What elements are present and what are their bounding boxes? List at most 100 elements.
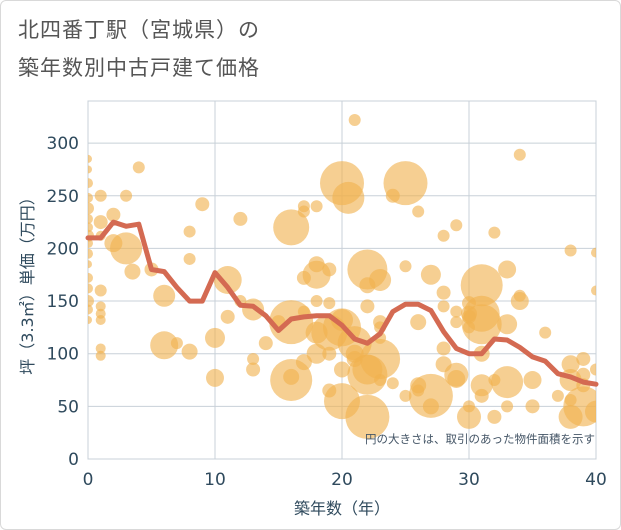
bubble: [585, 400, 596, 423]
bubble: [88, 238, 93, 249]
bubble: [95, 301, 106, 312]
chart-title-line1: 北四番丁駅（宮城県）の: [18, 18, 260, 42]
bubble: [258, 336, 273, 351]
bubble: [183, 225, 196, 238]
bubble: [399, 389, 412, 402]
bubble: [410, 314, 427, 331]
bubble: [563, 386, 596, 427]
bubble: [561, 355, 580, 374]
bubble: [206, 368, 224, 387]
bubble: [360, 299, 375, 314]
bubble: [310, 200, 323, 213]
bubble: [491, 366, 524, 399]
bubble: [88, 248, 93, 259]
bubble: [450, 316, 463, 329]
bubble: [488, 226, 501, 239]
bubble: [124, 263, 141, 280]
bubble: [322, 346, 337, 361]
x-tick-label: 20: [331, 470, 353, 490]
bubble: [422, 398, 439, 415]
bubble: [195, 197, 210, 212]
bubble: [461, 304, 502, 345]
bubble: [88, 260, 92, 269]
bubble: [106, 207, 121, 222]
bubble: [591, 247, 596, 258]
bubble: [539, 326, 552, 339]
x-tick-label: 0: [83, 470, 94, 490]
bubble: [420, 264, 441, 285]
bubble: [332, 181, 365, 214]
bubble: [501, 400, 514, 413]
bubble: [360, 338, 401, 379]
y-axis-label: 坪（3.3㎡）単価（万円）: [18, 189, 37, 374]
bubble: [576, 351, 591, 366]
bubble: [383, 161, 428, 206]
bubble: [88, 192, 93, 203]
x-tick-label: 40: [585, 470, 607, 490]
x-axis-label: 築年数（年）: [294, 499, 390, 518]
bubble: [88, 165, 92, 174]
bubble: [447, 369, 466, 388]
bubble: [183, 252, 196, 265]
bubble: [498, 260, 517, 279]
axes: 0 10 20 30 40 0 50 100 150 200 250 300: [47, 134, 607, 490]
bubble: [283, 368, 300, 385]
bubble: [525, 399, 540, 414]
bubble: [95, 343, 106, 354]
series-line: [85, 219, 599, 387]
average-line: [85, 219, 599, 387]
y-tick-label: 50: [57, 397, 79, 417]
bubble: [88, 202, 94, 215]
bubble: [170, 337, 183, 350]
bubble: [220, 309, 235, 324]
bubble: [399, 260, 412, 273]
bubble: [497, 314, 518, 335]
bubble: [386, 377, 399, 390]
bubble: [273, 209, 310, 246]
bubble: [181, 343, 198, 360]
bubble: [323, 297, 336, 310]
bubble: [436, 341, 451, 356]
bubble: [474, 388, 489, 403]
bubble: [487, 409, 502, 424]
bubble: [450, 305, 463, 318]
bubble: [95, 315, 106, 326]
bubble: [297, 205, 310, 218]
bubble: [348, 113, 361, 126]
bubble: [523, 371, 542, 390]
y-tick-label: 0: [68, 450, 79, 470]
bubble: [120, 189, 133, 202]
bubble: [374, 374, 387, 387]
bubble: [88, 295, 94, 308]
bubble: [132, 161, 145, 174]
bubble: [412, 205, 425, 218]
bubble: [457, 404, 481, 429]
bubble: [88, 283, 93, 294]
bubble: [94, 189, 107, 202]
bubble: [88, 272, 93, 283]
bubble: [510, 292, 529, 311]
bubble: [590, 363, 596, 376]
bubble: [591, 285, 596, 296]
bubble: [88, 154, 92, 163]
bubble: [408, 373, 453, 418]
y-tick-label: 150: [47, 292, 79, 312]
bubble: [345, 394, 390, 439]
bubble: [88, 316, 92, 325]
y-tick-label: 300: [47, 134, 79, 154]
bubble: [437, 300, 450, 313]
bubble: [334, 361, 350, 378]
bubble: [369, 269, 392, 291]
x-tick-label: 10: [204, 470, 226, 490]
annotation: 円の大きさは、取引のあった物件面積を示す: [365, 432, 595, 446]
bubbles: [88, 113, 596, 439]
bubble: [95, 350, 106, 361]
bubble: [513, 148, 526, 161]
bubble: [110, 232, 143, 265]
bubble: [88, 178, 93, 189]
bubble: [247, 352, 260, 365]
x-tick-label: 30: [458, 470, 480, 490]
y-tick-label: 250: [47, 187, 79, 207]
bubble: [213, 266, 242, 294]
